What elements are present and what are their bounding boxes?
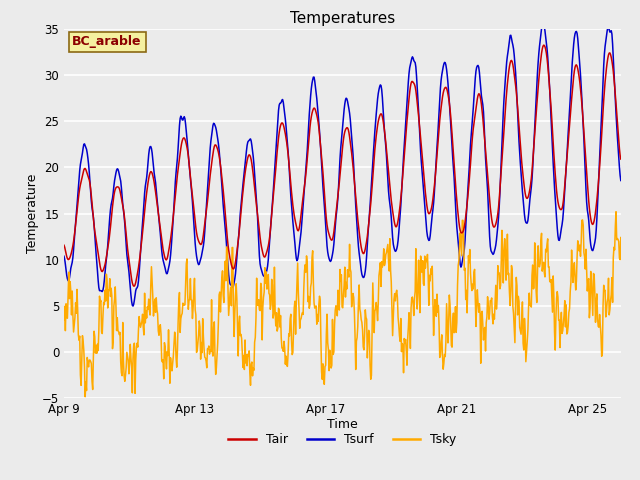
Y-axis label: Temperature: Temperature — [26, 174, 39, 253]
Text: BC_arable: BC_arable — [72, 36, 142, 48]
X-axis label: Time: Time — [327, 418, 358, 431]
Title: Temperatures: Temperatures — [290, 11, 395, 26]
Legend: Tair, Tsurf, Tsky: Tair, Tsurf, Tsky — [223, 428, 461, 451]
